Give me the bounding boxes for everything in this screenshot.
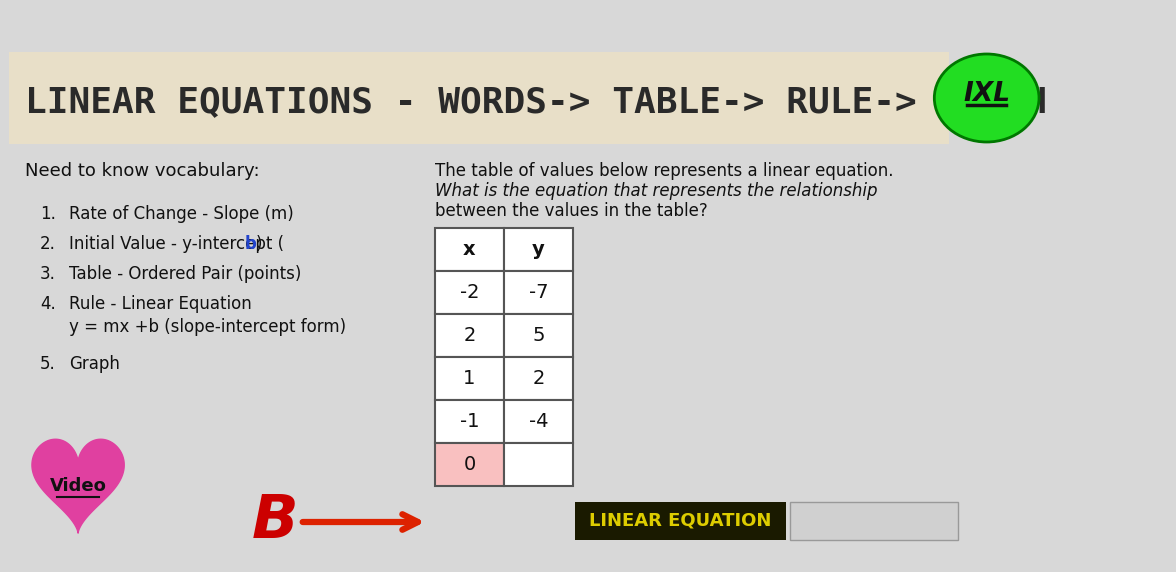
FancyBboxPatch shape: [435, 400, 505, 443]
FancyBboxPatch shape: [435, 271, 505, 314]
Text: 3.: 3.: [40, 265, 55, 283]
Text: 1: 1: [463, 369, 475, 388]
FancyBboxPatch shape: [9, 52, 949, 144]
Text: 2: 2: [463, 326, 475, 345]
Text: -7: -7: [529, 283, 548, 302]
Text: Initial Value - y-intercept (: Initial Value - y-intercept (: [69, 235, 285, 253]
Text: -4: -4: [529, 412, 548, 431]
Text: LINEAR EQUATION: LINEAR EQUATION: [589, 512, 771, 530]
Text: IXL: IXL: [963, 81, 1010, 107]
FancyBboxPatch shape: [505, 357, 573, 400]
Text: Rate of Change - Slope (m): Rate of Change - Slope (m): [69, 205, 294, 223]
Text: LINEAR EQUATIONS - WORDS-> TABLE-> RULE-> GRAPH: LINEAR EQUATIONS - WORDS-> TABLE-> RULE-…: [25, 85, 1047, 119]
Ellipse shape: [934, 54, 1040, 142]
Text: B: B: [252, 492, 299, 551]
Text: Graph: Graph: [69, 355, 120, 373]
FancyBboxPatch shape: [505, 443, 573, 486]
Text: between the values in the table?: between the values in the table?: [435, 202, 708, 220]
Text: ): ): [255, 235, 262, 253]
Text: 4.: 4.: [40, 295, 55, 313]
Text: b: b: [245, 235, 256, 253]
FancyBboxPatch shape: [505, 314, 573, 357]
Text: Table - Ordered Pair (points): Table - Ordered Pair (points): [69, 265, 301, 283]
Text: 5: 5: [533, 326, 544, 345]
Text: -2: -2: [460, 283, 479, 302]
Text: The table of values below represents a linear equation.: The table of values below represents a l…: [435, 162, 894, 180]
FancyBboxPatch shape: [435, 443, 505, 486]
Text: 1.: 1.: [40, 205, 55, 223]
FancyBboxPatch shape: [435, 314, 505, 357]
FancyBboxPatch shape: [505, 271, 573, 314]
FancyArrowPatch shape: [302, 514, 417, 530]
Text: 0: 0: [463, 455, 475, 474]
FancyBboxPatch shape: [505, 400, 573, 443]
Text: Need to know vocabulary:: Need to know vocabulary:: [25, 162, 260, 180]
Text: Video: Video: [49, 477, 107, 495]
FancyBboxPatch shape: [435, 357, 505, 400]
FancyBboxPatch shape: [435, 228, 505, 271]
Text: 2: 2: [533, 369, 544, 388]
Text: y: y: [533, 240, 544, 259]
Text: 2.: 2.: [40, 235, 55, 253]
Text: -1: -1: [460, 412, 479, 431]
Text: y = mx +b (slope-intercept form): y = mx +b (slope-intercept form): [69, 318, 347, 336]
Text: Rule - Linear Equation: Rule - Linear Equation: [69, 295, 252, 313]
Text: What is the equation that represents the relationship: What is the equation that represents the…: [435, 182, 877, 200]
Text: x: x: [463, 240, 475, 259]
Polygon shape: [32, 439, 125, 533]
Text: 5.: 5.: [40, 355, 55, 373]
FancyBboxPatch shape: [505, 228, 573, 271]
FancyBboxPatch shape: [790, 502, 958, 540]
FancyBboxPatch shape: [575, 502, 786, 540]
